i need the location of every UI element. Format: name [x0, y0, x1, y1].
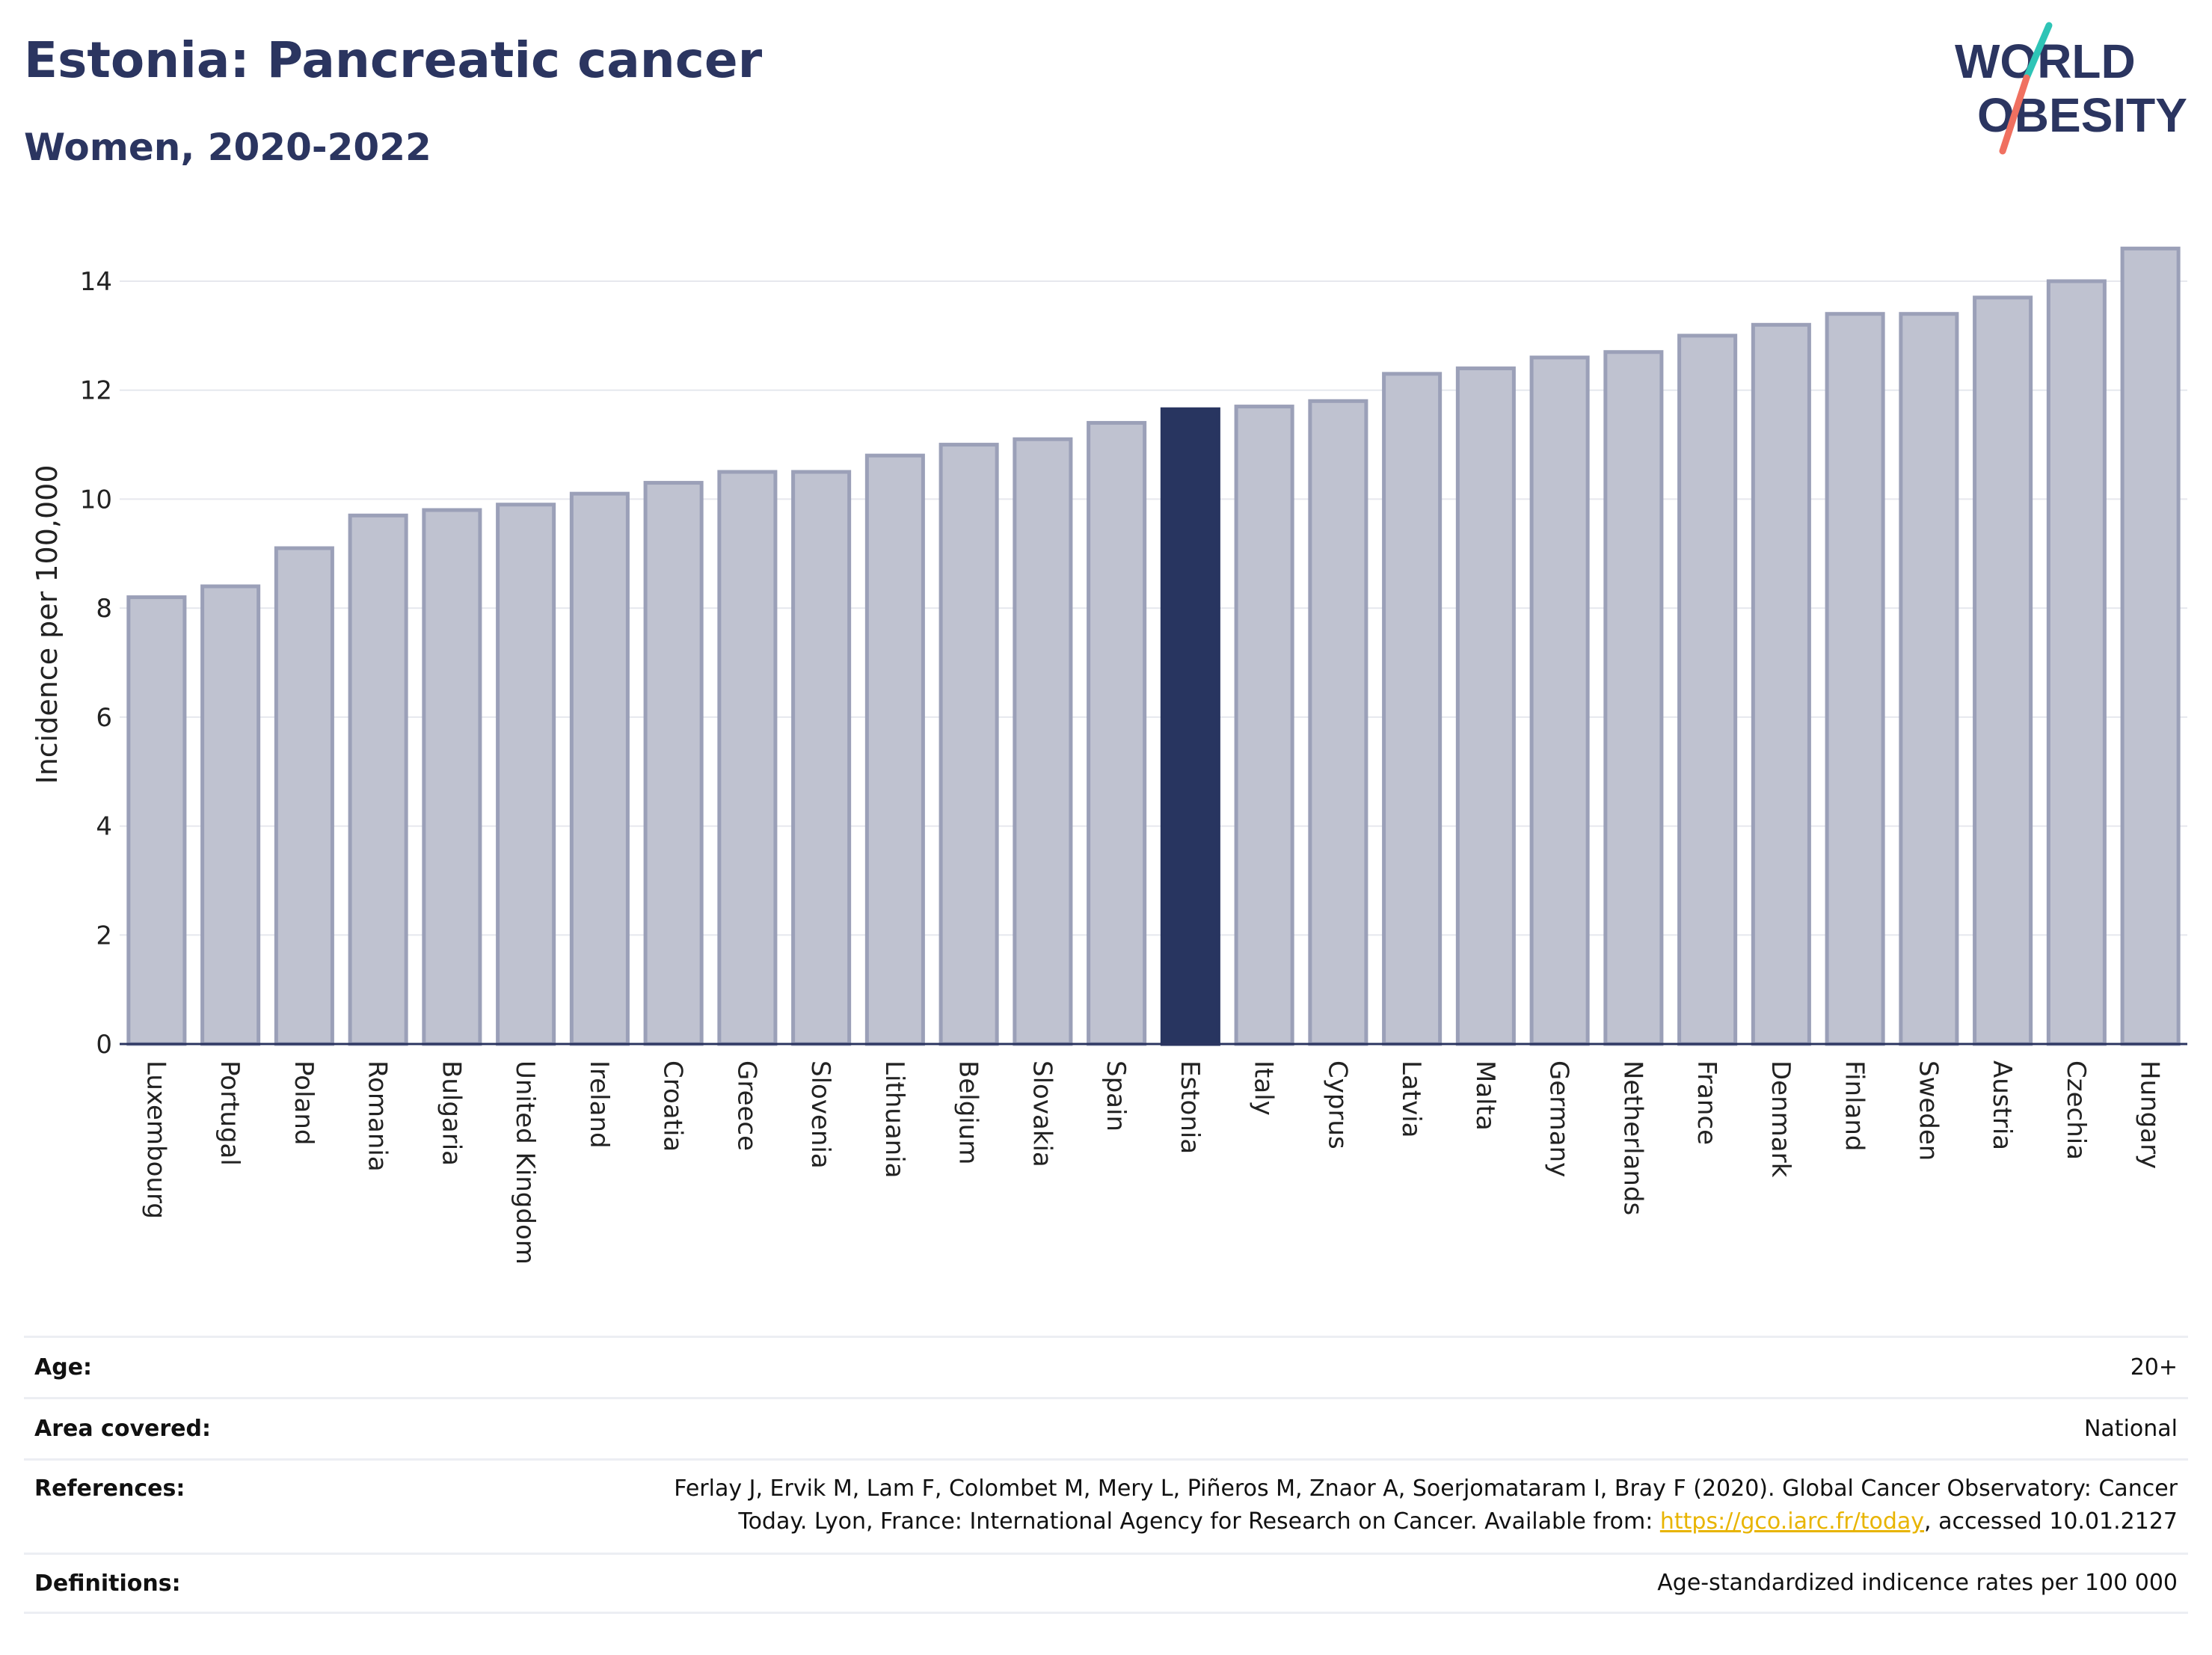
y-tick-label: 6 [96, 703, 112, 733]
chart-subtitle: Women, 2020-2022 [24, 126, 431, 169]
y-tick-label: 0 [96, 1030, 112, 1060]
bar-denmark [1751, 322, 1811, 1046]
y-tick-labels: 0 2 4 6 8 10 12 14 [80, 267, 112, 1060]
references-line1: Ferlay J, Ervik M, Lam F, Colombet M, Me… [674, 1476, 2178, 1502]
chart-title: Estonia: Pancreatic cancer [24, 31, 763, 89]
area-label: Area covered: [34, 1416, 211, 1442]
x-tick-label: Belgium [953, 1060, 983, 1164]
y-tick-label: 4 [96, 812, 112, 842]
bar-slovakia [1013, 437, 1073, 1046]
world-obesity-logo: WORLD OBESITY [1955, 22, 2187, 155]
area-row: Area covered: National [24, 1397, 2188, 1458]
x-tick-label: Estonia [1175, 1060, 1205, 1154]
x-tick-label: Croatia [658, 1060, 688, 1152]
x-tick-label: Slovakia [1027, 1060, 1057, 1167]
bars [126, 246, 2181, 1046]
bar-greece [717, 470, 778, 1046]
references-link[interactable]: https://gco.iarc.fr/today [1659, 1508, 1925, 1535]
x-tick-label: Bulgaria [436, 1060, 466, 1166]
x-tick-label: Luxembourg [141, 1060, 170, 1219]
bar-latvia [1382, 372, 1443, 1046]
logo-line1: WORLD [1955, 34, 2136, 88]
references-line2-pre: Today. Lyon, France: International Agenc… [738, 1508, 1660, 1535]
x-tick-label: Cyprus [1322, 1060, 1352, 1149]
bar-austria [1973, 295, 2033, 1046]
bar-ireland [569, 491, 630, 1046]
bar-czechia [2046, 279, 2107, 1046]
x-tick-label: Sweden [1913, 1060, 1943, 1161]
bar-romania [348, 513, 408, 1046]
bar-portugal [200, 584, 261, 1046]
references-value: Ferlay J, Ervik M, Lam F, Colombet M, Me… [674, 1473, 2178, 1538]
x-tick-label: Finland [1840, 1060, 1870, 1152]
bar-belgium [938, 443, 999, 1046]
x-tick-label: Denmark [1766, 1060, 1795, 1178]
age-value: 20+ [2130, 1354, 2178, 1381]
y-tick-label: 8 [96, 594, 112, 624]
bar-hungary [2120, 246, 2181, 1046]
x-tick-label: Germany [1544, 1060, 1574, 1177]
x-tick-label: United Kingdom [510, 1060, 540, 1265]
logo-slash-teal [2023, 22, 2053, 82]
bar-netherlands [1603, 350, 1664, 1046]
bar-sweden [1899, 312, 1959, 1046]
x-tick-label: Greece [731, 1060, 761, 1151]
definitions-row: Definitions: Age-standardized indicence … [24, 1553, 2188, 1614]
age-label: Age: [34, 1354, 93, 1381]
y-tick-label: 14 [80, 267, 112, 297]
bar-estonia [1160, 407, 1220, 1046]
x-tick-label: Portugal [215, 1060, 245, 1166]
bar-france [1677, 334, 1738, 1046]
bar-finland [1825, 312, 1885, 1046]
bar-spain [1087, 420, 1147, 1046]
y-tick-label: 12 [80, 376, 112, 406]
x-tick-label: Spain [1101, 1060, 1131, 1132]
x-tick-label: Netherlands [1617, 1060, 1647, 1215]
x-tick-label: Slovenia [805, 1060, 835, 1169]
x-tick-label: Malta [1470, 1060, 1500, 1131]
info-table: Age: 20+ Area covered: National Referenc… [24, 1336, 2188, 1614]
references-line2-post: , accessed 10.01.2127 [1924, 1508, 2178, 1535]
bar-croatia [643, 481, 704, 1046]
x-tick-label: Italy [1249, 1060, 1279, 1116]
bar-malta [1455, 366, 1516, 1046]
definitions-value: Age-standardized indicence rates per 100… [1657, 1570, 2178, 1596]
definitions-label: Definitions: [34, 1570, 181, 1597]
y-tick-label: 2 [96, 921, 112, 951]
bar-italy [1234, 405, 1294, 1046]
bar-germany [1529, 355, 1590, 1046]
x-tick-label: Czechia [2061, 1060, 2091, 1160]
x-tick-label: Austria [1987, 1060, 2017, 1150]
x-tick-label: Romania [363, 1060, 393, 1172]
y-tick-label: 10 [80, 485, 112, 515]
x-tick-label: Latvia [1396, 1060, 1426, 1138]
x-tick-label: Poland [289, 1060, 319, 1146]
x-tick-label: France [1692, 1060, 1721, 1145]
bar-cyprus [1308, 399, 1368, 1046]
logo-slash-coral [1999, 74, 2030, 155]
age-row: Age: 20+ [24, 1336, 2188, 1397]
x-tick-label: Ireland [584, 1060, 614, 1149]
bar-united-kingdom [496, 503, 556, 1046]
bar-luxembourg [126, 595, 187, 1046]
y-axis-title: Incidence per 100,000 [31, 464, 64, 784]
x-tick-labels: Luxembourg Portugal Poland Romania Bulgaria U… [141, 1060, 2164, 1265]
x-tick-label: Lithuania [879, 1060, 909, 1178]
bar-poland [274, 546, 334, 1046]
bar-chart: 0 2 4 6 8 10 12 14 Luxembourg Portugal Poland Roma… [31, 246, 2187, 1265]
references-label: References: [34, 1476, 185, 1502]
bar-lithuania [864, 453, 925, 1046]
area-value: National [2083, 1415, 2178, 1442]
references-row: References: Ferlay J, Ervik M, Lam F, Co… [24, 1458, 2188, 1553]
bar-slovenia [791, 470, 852, 1046]
bar-bulgaria [422, 508, 482, 1046]
x-tick-label: Hungary [2135, 1060, 2165, 1169]
references-line2: Today. Lyon, France: International Agenc… [674, 1505, 2178, 1538]
